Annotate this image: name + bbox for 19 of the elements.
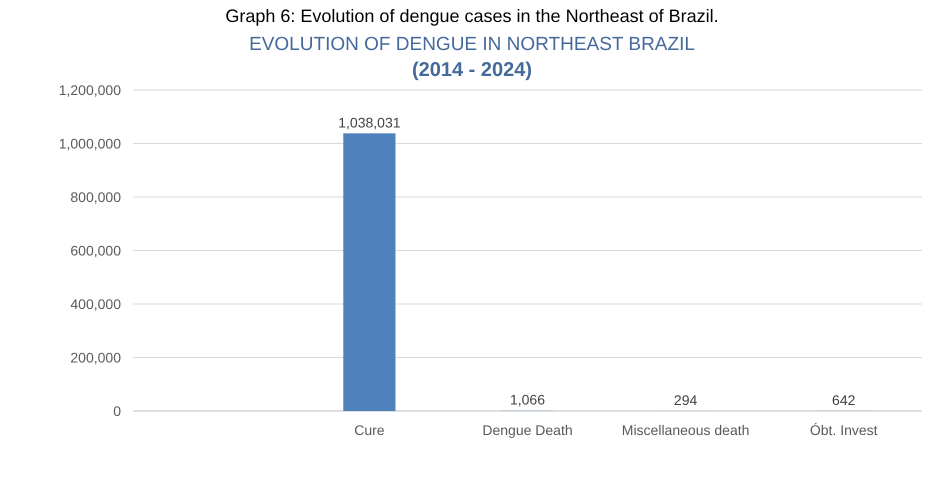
x-tick-label: Dengue Death — [482, 422, 573, 438]
data-label: 1,038,031 — [338, 114, 401, 130]
chart-subtitle: (2014 - 2024) — [412, 59, 532, 81]
y-tick-label: 400,000 — [70, 296, 122, 312]
data-label: 294 — [674, 392, 698, 408]
bar — [343, 133, 396, 411]
chart-title: EVOLUTION OF DENGUE IN NORTHEAST BRAZIL — [249, 34, 695, 55]
y-tick-label: 0 — [113, 402, 122, 419]
caption: Graph 6: Evolution of dengue cases in the Northeast of Brazil. — [225, 6, 719, 26]
x-tick-label: Óbt. Invest — [810, 422, 878, 438]
x-tick-label: Miscellaneous death — [622, 422, 750, 438]
y-tick-label: 1,200,000 — [58, 82, 122, 98]
data-label: 1,066 — [510, 392, 546, 408]
data-label: 642 — [832, 392, 856, 408]
y-tick-label: 1,000,000 — [58, 135, 122, 152]
y-tick-label: 600,000 — [70, 242, 122, 258]
y-tick-label: 200,000 — [70, 349, 122, 366]
y-tick-label: 800,000 — [70, 188, 122, 205]
x-tick-label: Cure — [354, 422, 385, 438]
